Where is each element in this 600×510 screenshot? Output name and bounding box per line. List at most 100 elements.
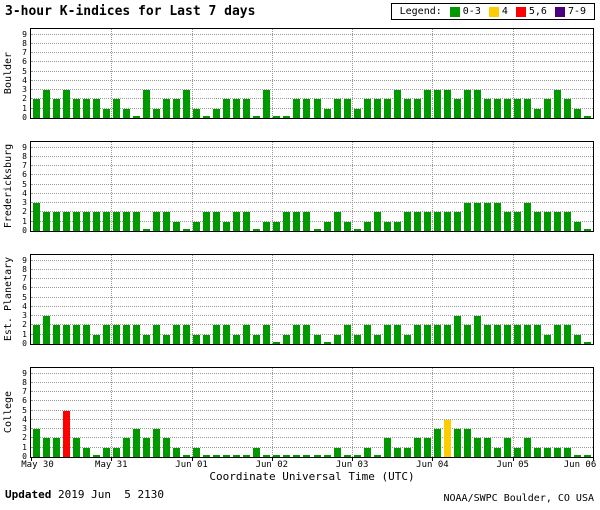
- k-index-bar: [514, 99, 522, 118]
- k-index-bar: [524, 438, 532, 457]
- h-gridline: [31, 202, 593, 204]
- y-tick-label: 6: [22, 170, 27, 180]
- y-tick-label: 8: [22, 377, 27, 387]
- x-tick: [31, 458, 32, 461]
- h-gridline: [31, 296, 593, 298]
- k-index-bar: [403, 212, 411, 231]
- y-tick-label: 9: [22, 255, 27, 265]
- k-index-bar: [544, 447, 552, 457]
- k-index-bar: [193, 447, 201, 457]
- k-index-bar: [112, 212, 120, 231]
- k-index-bar: [142, 229, 150, 231]
- k-index-bar: [323, 342, 331, 344]
- v-gridline: [271, 142, 273, 231]
- k-index-bar: [423, 212, 431, 231]
- k-index-bar: [283, 212, 291, 231]
- k-index-bar: [413, 325, 421, 344]
- h-gridline: [31, 268, 593, 270]
- k-index-bar: [393, 221, 401, 231]
- k-index-bar: [454, 212, 462, 231]
- k-index-bar: [223, 99, 231, 118]
- y-tick-label: 7: [22, 387, 27, 397]
- v-gridline: [512, 29, 514, 118]
- k-index-bar: [433, 90, 441, 118]
- y-tick-label: 5: [22, 292, 27, 302]
- k-index-bar: [82, 99, 90, 118]
- x-tick: [432, 458, 434, 461]
- k-index-bar: [494, 325, 502, 344]
- k-index-bar: [92, 212, 100, 231]
- k-index-bar: [343, 99, 351, 118]
- k-index-bar: [484, 325, 492, 344]
- k-index-bar: [373, 334, 381, 344]
- k-index-bar: [132, 429, 140, 457]
- updated-value: 2019 Jun 5 2130: [51, 488, 164, 501]
- k-index-bar: [303, 212, 311, 231]
- k-index-bar: [223, 455, 231, 457]
- v-gridline: [432, 255, 434, 344]
- panel-fredericksburg: Fredericksburg 0 1 2 3 4 5 6 7 8 9: [0, 141, 600, 235]
- k-index-bar: [122, 438, 130, 457]
- k-index-bar: [213, 325, 221, 344]
- v-gridline: [191, 142, 193, 231]
- x-tick: [271, 458, 273, 461]
- chart-title: 3-hour K-indices for Last 7 days: [5, 4, 256, 19]
- k-index-bar: [534, 212, 542, 231]
- h-gridline: [31, 446, 593, 448]
- k-index-bar: [574, 221, 582, 231]
- k-index-bar: [504, 99, 512, 118]
- k-index-bar: [343, 325, 351, 344]
- k-index-bar: [494, 203, 502, 231]
- k-index-bar: [303, 99, 311, 118]
- y-tick-label: 4: [22, 301, 27, 311]
- k-index-bar: [82, 212, 90, 231]
- v-gridline: [352, 29, 354, 118]
- k-index-bar: [213, 212, 221, 231]
- k-index-bar: [574, 108, 582, 118]
- k-index-bar: [423, 90, 431, 118]
- k-index-bar: [203, 455, 211, 457]
- x-tick: [352, 458, 354, 461]
- k-index-bar: [293, 325, 301, 344]
- legend-item: 0-3: [449, 6, 481, 17]
- y-tick-label: 7: [22, 274, 27, 284]
- k-index-bar: [504, 325, 512, 344]
- k-index-bar: [42, 90, 50, 118]
- k-index-bar: [454, 99, 462, 118]
- k-index-bar: [52, 99, 60, 118]
- k-index-bar: [373, 455, 381, 457]
- k-index-bar: [484, 438, 492, 457]
- k-index-bar: [353, 455, 361, 457]
- v-gridline: [432, 368, 434, 457]
- k-index-bar: [253, 447, 261, 457]
- k-index-bar: [203, 334, 211, 344]
- x-tick-label: Jun 03: [335, 460, 369, 470]
- k-index-bar: [273, 116, 281, 118]
- legend-item-label: 7-9: [567, 6, 586, 17]
- h-gridline: [31, 42, 593, 44]
- k-index-bar: [173, 99, 181, 118]
- k-index-bar: [102, 212, 110, 231]
- k-index-bar: [574, 334, 582, 344]
- k-index-bar: [443, 419, 451, 457]
- k-index-bar: [243, 99, 251, 118]
- legend-swatch: [488, 6, 499, 17]
- k-index-bar: [353, 229, 361, 231]
- h-gridline: [31, 305, 593, 307]
- k-index-bar: [514, 447, 522, 457]
- x-tick: [593, 458, 594, 461]
- h-gridline: [31, 146, 593, 148]
- h-gridline: [31, 155, 593, 157]
- x-tick-label: Jun 06: [563, 460, 597, 470]
- k-index-bar: [584, 229, 592, 231]
- k-index-bar: [52, 325, 60, 344]
- k-index-bar: [564, 325, 572, 344]
- k-index-bar: [152, 429, 160, 457]
- k-index-bar: [273, 342, 281, 344]
- k-index-bar: [142, 438, 150, 457]
- y-tick-label: 0: [22, 113, 27, 122]
- h-gridline: [31, 259, 593, 261]
- y-tick-label: 8: [22, 38, 27, 48]
- k-index-bar: [102, 447, 110, 457]
- k-index-bar: [464, 90, 472, 118]
